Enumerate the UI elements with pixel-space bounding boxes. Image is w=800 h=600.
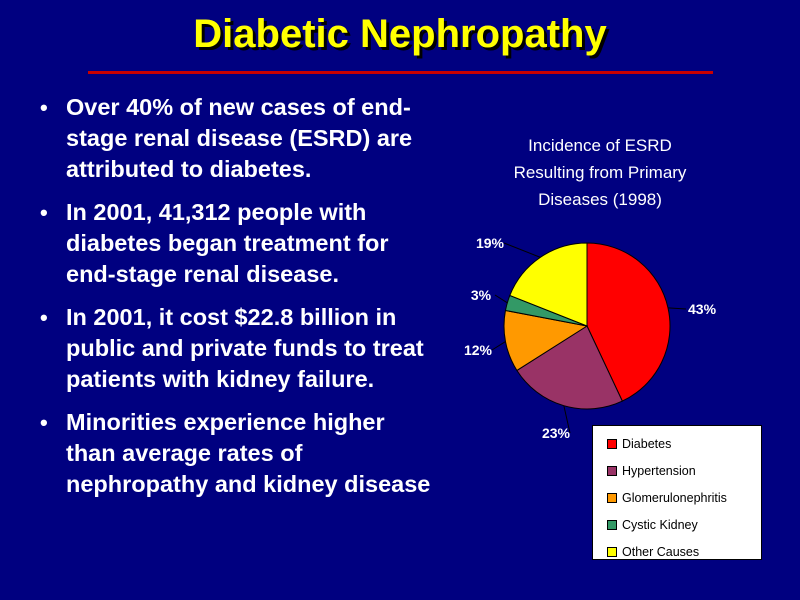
- chart-title-line: Diseases (1998): [538, 190, 662, 209]
- legend-label: Cystic Kidney: [622, 517, 698, 532]
- pie-leader-line: [494, 294, 508, 304]
- legend-item: Other Causes: [607, 538, 761, 565]
- pie-leader-line: [491, 341, 506, 351]
- bullet-dot-icon: •: [40, 200, 48, 225]
- chart-legend: Diabetes Hypertension Glomerulonephritis Cy…: [592, 425, 762, 560]
- pie-leader-line: [503, 242, 541, 258]
- legend-swatch: [607, 519, 617, 530]
- legend-item: Hypertension: [607, 457, 761, 484]
- title-underline: [88, 71, 713, 74]
- bullet-dot-icon: •: [40, 95, 48, 120]
- bullet-item: • Minorities experience higher than aver…: [38, 407, 438, 500]
- chart-title-line: Incidence of ESRD: [528, 136, 672, 155]
- bullet-text: Over 40% of new cases of end-stage renal…: [66, 94, 413, 182]
- legend-label: Other Causes: [622, 544, 700, 559]
- bullet-text: Minorities experience higher than averag…: [66, 409, 431, 497]
- chart-title-line: Resulting from Primary: [513, 163, 687, 182]
- slide-title: Diabetic Nephropathy: [193, 12, 607, 56]
- pie-slice-glomerulonephritis: [503, 309, 589, 372]
- legend-label: Diabetes: [622, 436, 672, 451]
- pie-leader-line: [563, 405, 571, 434]
- pie-data-label: 3%: [471, 287, 492, 303]
- pie-leader-line: [667, 307, 687, 310]
- legend-item: Glomerulonephritis: [607, 484, 761, 511]
- legend-swatch: [607, 438, 617, 449]
- legend-swatch: [607, 465, 617, 476]
- legend-item: Cystic Kidney: [607, 511, 761, 538]
- bullet-list: • Over 40% of new cases of end-stage ren…: [38, 92, 438, 512]
- pie-data-label: 23%: [542, 425, 571, 441]
- bullet-item: • In 2001, 41,312 people with diabetes b…: [38, 197, 438, 290]
- bullet-dot-icon: •: [40, 305, 48, 330]
- bullet-text: In 2001, 41,312 people with diabetes beg…: [66, 199, 389, 287]
- pie-data-label: 12%: [464, 342, 493, 358]
- legend-swatch: [607, 492, 617, 503]
- legend-swatch: [607, 546, 617, 557]
- legend-label: Glomerulonephritis: [622, 490, 727, 505]
- chart-title: Incidence of ESRD Resulting from Primary…: [470, 132, 730, 213]
- pie-data-label: 19%: [476, 235, 505, 251]
- legend-item: Diabetes: [607, 430, 761, 457]
- bullet-item: • In 2001, it cost $22.8 billion in publ…: [38, 302, 438, 395]
- bullet-dot-icon: •: [40, 410, 48, 435]
- bullet-text: In 2001, it cost $22.8 billion in public…: [66, 304, 424, 392]
- legend-label: Hypertension: [622, 463, 696, 478]
- bullet-item: • Over 40% of new cases of end-stage ren…: [38, 92, 438, 185]
- pie-data-label: 43%: [688, 301, 717, 317]
